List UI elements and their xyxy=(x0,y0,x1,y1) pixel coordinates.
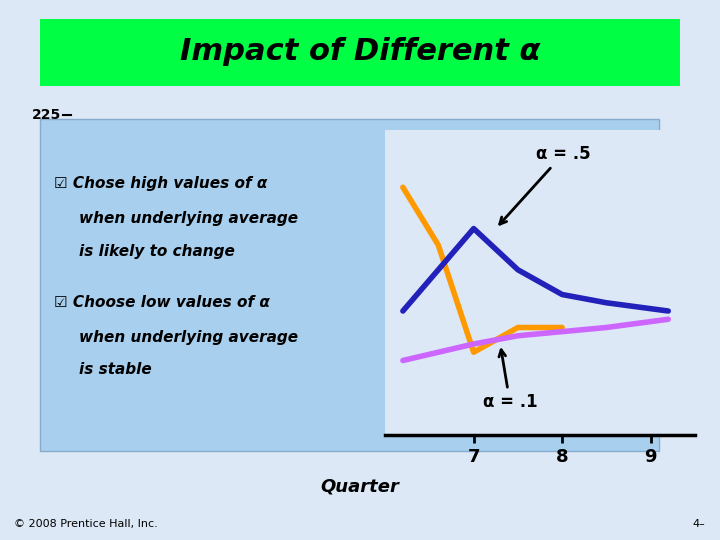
Text: α = .5: α = .5 xyxy=(500,145,590,224)
Text: © 2008 Prentice Hall, Inc.: © 2008 Prentice Hall, Inc. xyxy=(14,519,158,529)
Text: is likely to change: is likely to change xyxy=(79,244,235,259)
Text: ☑ Chose high values of α: ☑ Chose high values of α xyxy=(54,176,267,191)
Text: 225: 225 xyxy=(32,108,61,122)
Text: Quarter: Quarter xyxy=(320,477,400,495)
Text: Impact of Different α: Impact of Different α xyxy=(180,37,540,66)
Text: ☑ Choose low values of α: ☑ Choose low values of α xyxy=(54,295,270,310)
FancyBboxPatch shape xyxy=(40,119,659,451)
Text: is stable: is stable xyxy=(79,362,152,377)
FancyBboxPatch shape xyxy=(40,19,680,86)
Text: when underlying average: when underlying average xyxy=(79,211,298,226)
Text: when underlying average: when underlying average xyxy=(79,330,298,345)
Text: 4–: 4– xyxy=(693,519,706,529)
Text: α = .1: α = .1 xyxy=(482,350,537,411)
